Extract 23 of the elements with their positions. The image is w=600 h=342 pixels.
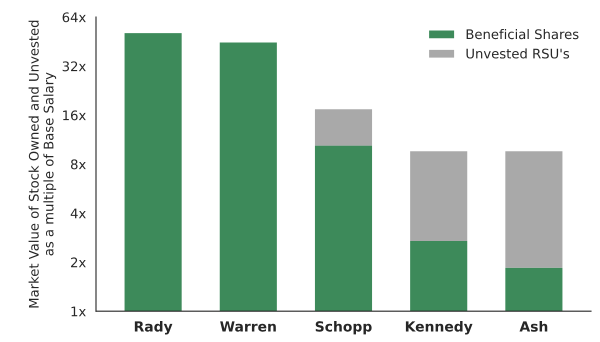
bar [124,33,182,312]
x-tick-label: Warren [220,321,276,332]
legend-label: Beneficial Shares [466,28,578,40]
y-tick-label: 1x [72,306,86,316]
y-tick-label: 4x [70,208,86,218]
bar [410,151,468,241]
x-tick-label: Ash [520,320,548,332]
bar [314,109,372,146]
x-tick-label: Rady [134,320,172,334]
bar [505,151,562,268]
x-tick-label: Kennedy [406,320,473,334]
y-tick-label: 64x [62,12,86,22]
y-axis-title: Market Value of Stock Owned and Unvested as a multiple of Base Salary [28,20,56,308]
y-tick-label: 2x [71,257,86,268]
bar [505,268,562,312]
legend-label: Unvested RSU's [466,48,570,59]
bar [314,146,372,312]
bar [220,42,277,312]
bar [410,240,468,312]
y-tick-label: 8x [70,159,86,170]
y-tick-label: 32x [62,61,86,72]
x-tick-label: Schopp [316,320,372,334]
y-tick-label: 16x [63,110,86,120]
